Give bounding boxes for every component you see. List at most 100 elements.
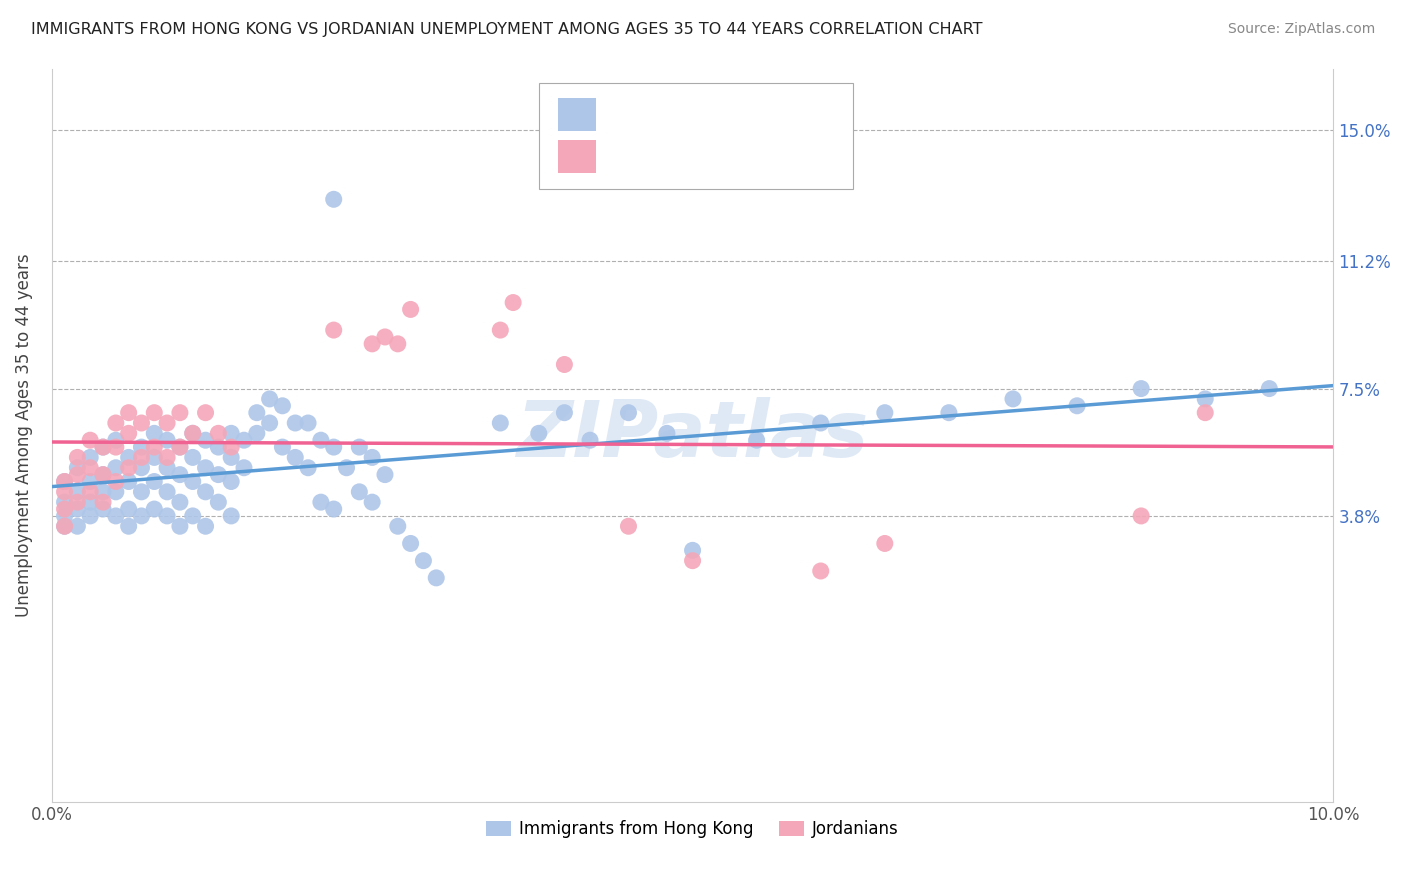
Text: ZIPatlas: ZIPatlas: [516, 397, 869, 473]
Point: [143, 450, 166, 465]
Point: [53, 475, 76, 489]
Point: [156, 434, 179, 448]
Point: [91, 495, 114, 509]
FancyBboxPatch shape: [538, 83, 853, 189]
Point: [233, 434, 256, 448]
Point: [53, 519, 76, 533]
Point: [1001, 392, 1024, 406]
Point: [349, 484, 371, 499]
Point: [131, 450, 153, 465]
Text: 44: 44: [785, 147, 806, 166]
Point: [181, 426, 204, 441]
Point: [131, 416, 153, 430]
Point: [156, 460, 179, 475]
Point: [745, 434, 768, 448]
Point: [104, 475, 127, 489]
Point: [194, 434, 217, 448]
Point: [91, 467, 114, 482]
Point: [1194, 406, 1216, 420]
FancyBboxPatch shape: [558, 98, 596, 131]
Point: [207, 467, 229, 482]
Point: [169, 440, 191, 454]
Point: [79, 434, 101, 448]
Point: [156, 484, 179, 499]
Text: 0.168: 0.168: [664, 106, 710, 124]
Point: [219, 440, 242, 454]
Point: [66, 467, 89, 482]
Point: [219, 426, 242, 441]
Point: [374, 467, 396, 482]
Point: [322, 192, 344, 206]
Point: [66, 460, 89, 475]
Point: [169, 519, 191, 533]
Point: [117, 502, 139, 516]
Point: [104, 508, 127, 523]
Point: [219, 475, 242, 489]
Point: [91, 467, 114, 482]
Point: [79, 484, 101, 499]
Point: [79, 475, 101, 489]
Point: [412, 554, 434, 568]
Point: [181, 450, 204, 465]
Point: [91, 502, 114, 516]
Point: [219, 508, 242, 523]
Point: [246, 426, 269, 441]
Point: [938, 406, 960, 420]
Point: [271, 399, 294, 413]
FancyBboxPatch shape: [558, 140, 596, 173]
Text: N =: N =: [734, 106, 770, 124]
Point: [374, 330, 396, 344]
Point: [131, 508, 153, 523]
Point: [617, 519, 640, 533]
Point: [553, 406, 575, 420]
Point: [131, 484, 153, 499]
Point: [143, 475, 166, 489]
Text: 0.113: 0.113: [664, 147, 710, 166]
Point: [66, 519, 89, 533]
Point: [502, 295, 524, 310]
Point: [579, 434, 602, 448]
Point: [259, 392, 281, 406]
Point: [207, 426, 229, 441]
Point: [53, 484, 76, 499]
Point: [1066, 399, 1088, 413]
Point: [207, 440, 229, 454]
Point: [143, 502, 166, 516]
Point: [361, 336, 384, 351]
Point: [79, 508, 101, 523]
Point: [91, 440, 114, 454]
Point: [682, 543, 704, 558]
Text: IMMIGRANTS FROM HONG KONG VS JORDANIAN UNEMPLOYMENT AMONG AGES 35 TO 44 YEARS CO: IMMIGRANTS FROM HONG KONG VS JORDANIAN U…: [31, 22, 983, 37]
Point: [169, 406, 191, 420]
Point: [117, 426, 139, 441]
Point: [117, 450, 139, 465]
Text: R =: R =: [612, 106, 648, 124]
Point: [169, 495, 191, 509]
Point: [1130, 382, 1153, 396]
Point: [181, 475, 204, 489]
Point: [553, 358, 575, 372]
Point: [169, 440, 191, 454]
Point: [194, 460, 217, 475]
Point: [66, 484, 89, 499]
Point: [322, 502, 344, 516]
Point: [284, 416, 307, 430]
Point: [91, 484, 114, 499]
Y-axis label: Unemployment Among Ages 35 to 44 years: Unemployment Among Ages 35 to 44 years: [15, 253, 32, 617]
Point: [233, 460, 256, 475]
Point: [361, 450, 384, 465]
Point: [117, 519, 139, 533]
Text: 97: 97: [785, 106, 806, 124]
Point: [66, 495, 89, 509]
Point: [143, 426, 166, 441]
Point: [131, 440, 153, 454]
Point: [104, 440, 127, 454]
Point: [297, 460, 319, 475]
Point: [246, 406, 269, 420]
Point: [1130, 508, 1153, 523]
Legend: Immigrants from Hong Kong, Jordanians: Immigrants from Hong Kong, Jordanians: [479, 814, 905, 845]
Point: [489, 323, 512, 337]
Point: [104, 460, 127, 475]
Text: R =: R =: [612, 147, 648, 166]
Point: [489, 416, 512, 430]
